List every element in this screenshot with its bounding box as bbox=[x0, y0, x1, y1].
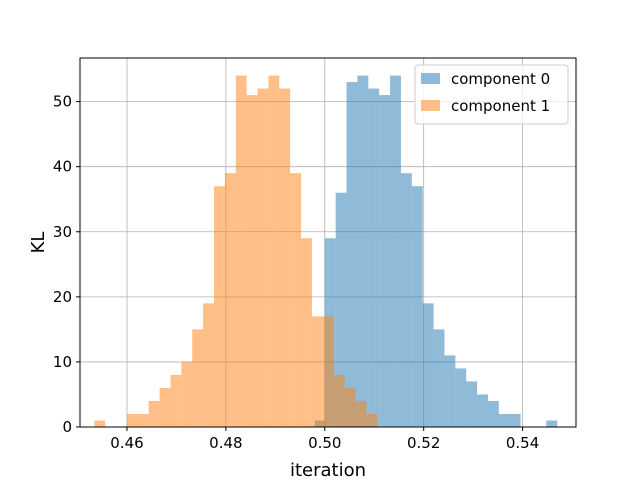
histogram-bar-component-1 bbox=[203, 303, 215, 427]
y-tick-label: 30 bbox=[53, 223, 72, 241]
histogram-bar-component-1 bbox=[322, 316, 334, 427]
y-axis-label: KL bbox=[28, 232, 49, 254]
histogram-bar-component-0 bbox=[357, 75, 369, 428]
histogram-bar-component-1 bbox=[224, 173, 236, 427]
histogram-bar-component-0 bbox=[498, 413, 521, 427]
histogram-bar-component-1 bbox=[311, 316, 323, 427]
histogram-bar-component-0 bbox=[477, 394, 488, 427]
histogram-bar-component-1 bbox=[301, 238, 312, 427]
histogram-bar-component-0 bbox=[546, 420, 558, 427]
histogram-bar-component-1 bbox=[268, 75, 280, 428]
histogram-bar-component-1 bbox=[235, 75, 247, 428]
legend-swatch-component-0 bbox=[421, 73, 440, 84]
histogram-bar-component-0 bbox=[466, 381, 478, 427]
histogram-bar-component-0 bbox=[368, 88, 380, 427]
histogram-bar-component-0 bbox=[422, 303, 434, 427]
histogram-bar-component-0 bbox=[390, 75, 401, 428]
histogram-bar-component-1 bbox=[279, 88, 291, 427]
histogram-bar-component-0 bbox=[346, 82, 358, 427]
histogram-bar-component-0 bbox=[411, 186, 423, 427]
histogram-bar-component-1 bbox=[159, 387, 171, 427]
y-tick-label: 0 bbox=[62, 418, 72, 436]
histogram-bar-component-1 bbox=[333, 374, 345, 427]
histogram-bar-component-0 bbox=[400, 173, 412, 427]
histogram-bar-component-1 bbox=[214, 186, 225, 427]
y-tick-label: 10 bbox=[53, 353, 72, 371]
legend-box bbox=[414, 64, 569, 125]
legend-swatch-component-1 bbox=[421, 100, 440, 111]
legend-label-component-1: component 1 bbox=[451, 97, 550, 115]
legend: component 0 component 1 bbox=[414, 64, 569, 125]
x-axis-label: iteration bbox=[290, 460, 366, 480]
histogram-bar-component-1 bbox=[246, 95, 258, 427]
histogram-bar-component-0 bbox=[444, 355, 456, 427]
y-tick-label: 50 bbox=[53, 93, 72, 111]
histogram-bar-component-1 bbox=[290, 173, 302, 427]
histogram-bar-component-0 bbox=[433, 329, 445, 427]
x-tick-label: 0.54 bbox=[506, 434, 539, 452]
histogram-bar-component-1 bbox=[170, 374, 182, 427]
y-tick-label: 20 bbox=[53, 288, 72, 306]
y-axis-ticks: 0 10 20 30 40 50 bbox=[53, 93, 80, 436]
x-tick-label: 0.48 bbox=[209, 434, 242, 452]
histogram-bar-component-1 bbox=[192, 329, 204, 427]
legend-label-component-0: component 0 bbox=[451, 70, 550, 88]
plot-frame bbox=[79, 57, 577, 428]
x-tick-label: 0.52 bbox=[407, 434, 440, 452]
x-tick-label: 0.50 bbox=[308, 434, 341, 452]
histogram-bar-component-1 bbox=[94, 420, 106, 427]
histogram-bar-component-1 bbox=[355, 400, 367, 427]
histogram-bar-component-0 bbox=[335, 192, 347, 427]
x-axis-ticks: 0.46 0.48 0.50 0.52 0.54 bbox=[110, 427, 539, 452]
y-tick-label: 40 bbox=[53, 158, 72, 176]
histogram-bar-component-1 bbox=[344, 387, 356, 427]
histogram-bar-component-1 bbox=[181, 361, 193, 427]
histogram-bar-component-0 bbox=[487, 400, 499, 427]
bars bbox=[94, 75, 558, 428]
histogram-bar-component-1 bbox=[366, 413, 378, 427]
histogram-bar-component-1 bbox=[148, 400, 160, 427]
x-tick-label: 0.46 bbox=[110, 434, 143, 452]
histogram-bar-component-0 bbox=[455, 368, 467, 427]
histogram-bar-component-0 bbox=[379, 95, 391, 427]
histogram-bar-component-1 bbox=[126, 413, 149, 427]
histogram-bar-component-1 bbox=[257, 88, 269, 427]
